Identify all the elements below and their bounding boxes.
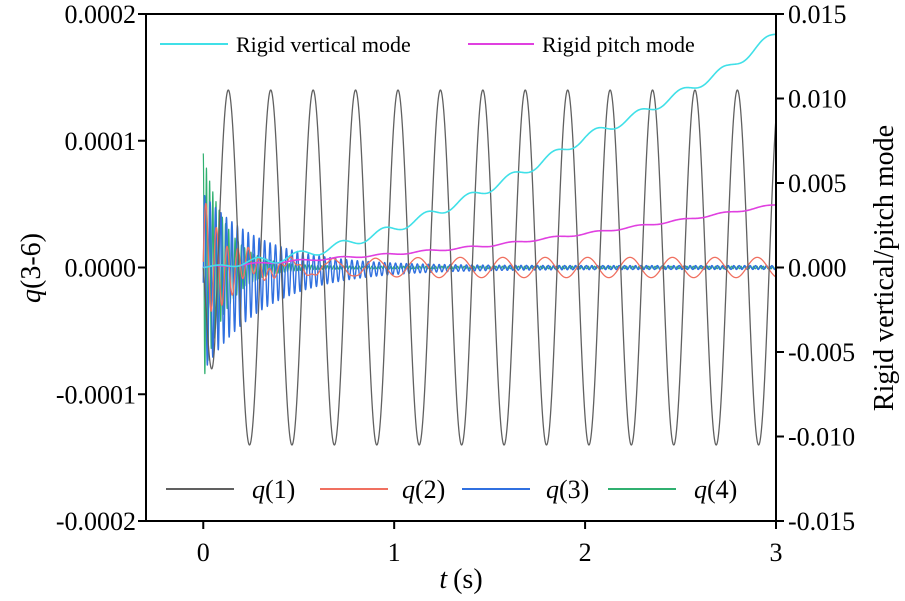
- y-left-tick-label: 0.0002: [65, 0, 137, 29]
- y-right-tick-label: 0.010: [788, 85, 847, 114]
- y-right-tick-label: 0.005: [788, 169, 847, 198]
- y-right-tick-label: -0.005: [788, 338, 855, 367]
- legend-top-label: Rigid vertical mode: [236, 32, 411, 57]
- legend-top: Rigid vertical mode Rigid pitch mode: [160, 32, 695, 57]
- x-tick-label: 0: [197, 538, 210, 567]
- y-left-tick-label: 0.0000: [65, 254, 137, 283]
- x-tick-label: 3: [770, 538, 783, 567]
- series-line-rigid-vertical: [203, 33, 776, 269]
- legend-bottom-label: q(3): [546, 475, 589, 504]
- y-left-tick-label: 0.0001: [65, 127, 137, 156]
- x-axis-title: t (s): [439, 564, 482, 595]
- y-left-tick-label: -0.0002: [56, 507, 136, 536]
- legend-bottom-label: q(2): [402, 475, 445, 504]
- axes-layer: 0 1 2 3 0.0002 0.0001 0.0000 -0.0001 -0.0002 0.01…: [56, 0, 855, 567]
- legend-bottom: q(1) q(2) q(3) q(4): [166, 475, 737, 504]
- y-right-axis-title: Rigid vertical/pitch mode: [869, 125, 900, 411]
- series-line-rigid-pitch: [203, 204, 776, 269]
- y-right-tick-label: 0.015: [788, 0, 847, 29]
- x-tick-label: 2: [579, 538, 592, 567]
- y-left-axis-title: q(3-6): [16, 233, 47, 303]
- legend-top-label: Rigid pitch mode: [542, 32, 695, 57]
- legend-bottom-label: q(1): [252, 475, 295, 504]
- series-line-q3: [202, 194, 776, 366]
- series-line-q2: [202, 202, 776, 312]
- legend-bottom-label: q(4): [694, 475, 737, 504]
- series-layer: [202, 33, 776, 446]
- y-right-tick-label: 0.000: [788, 254, 847, 283]
- y-left-tick-label: -0.0001: [56, 380, 136, 409]
- y-right-tick-label: -0.015: [788, 507, 855, 536]
- x-tick-label: 1: [388, 538, 401, 567]
- series-line-q1: [202, 89, 776, 446]
- y-right-tick-label: -0.010: [788, 423, 855, 452]
